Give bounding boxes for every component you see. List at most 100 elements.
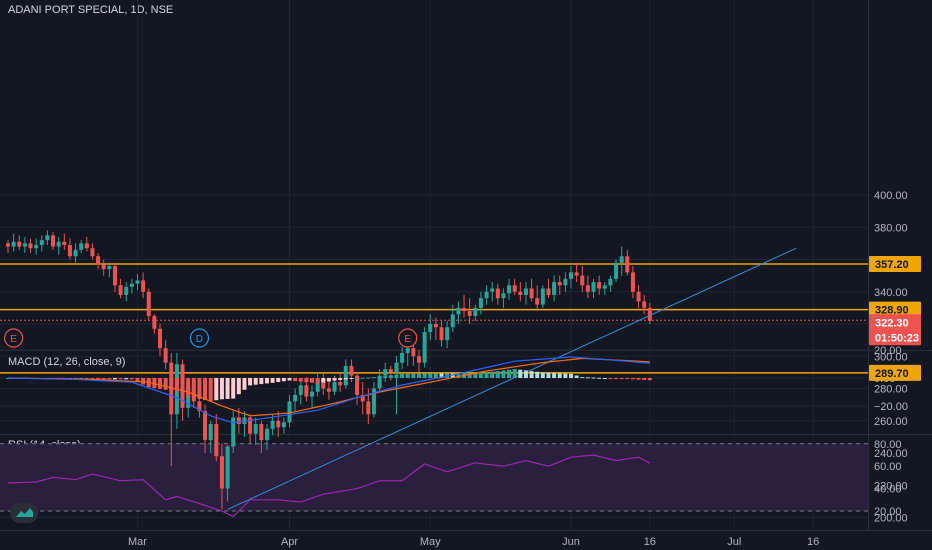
candle-body <box>647 307 652 321</box>
candle <box>473 304 478 321</box>
candle <box>259 420 264 453</box>
candle-body <box>39 240 44 245</box>
candle <box>540 285 545 308</box>
macd-histogram-bar <box>625 378 630 379</box>
event-marker[interactable]: E <box>4 328 24 348</box>
candle-body <box>484 291 489 299</box>
candle-body <box>591 282 596 292</box>
macd-histogram-bar <box>574 375 579 378</box>
macd-histogram-bar <box>614 378 619 379</box>
candle <box>343 359 348 389</box>
candle <box>597 275 602 295</box>
candle <box>197 396 202 418</box>
candle-body <box>73 249 78 257</box>
candle <box>124 282 129 302</box>
candle <box>580 265 585 292</box>
candle-body <box>332 382 337 392</box>
candle-body <box>163 348 168 363</box>
candle-body <box>11 241 16 247</box>
candle <box>478 291 483 315</box>
macd-histogram-bar <box>523 370 528 378</box>
macd-histogram-bar <box>79 378 84 379</box>
time-axis[interactable]: Mar Apr May Jun 16 Jul 16 <box>128 536 819 548</box>
candle-body <box>416 356 421 363</box>
candle-body <box>501 293 506 299</box>
tradingview-logo[interactable] <box>10 503 38 523</box>
macd-histogram-bar <box>112 378 117 380</box>
macd-histogram-bar <box>439 373 444 378</box>
event-marker-circle <box>189 328 210 348</box>
candle <box>371 382 376 418</box>
candle <box>56 236 61 255</box>
macd-histogram-bar <box>219 378 224 400</box>
macd-histogram-bar <box>360 377 365 379</box>
candle-body <box>450 314 455 328</box>
candle-body <box>264 428 269 441</box>
macd-pane-title: MACD (12, 26, close, 9) <box>8 356 126 368</box>
trendline-group[interactable] <box>227 247 797 510</box>
macd-histogram-bar <box>332 378 337 381</box>
candle-body <box>338 382 343 386</box>
candle-body <box>563 278 568 286</box>
event-marker[interactable]: E <box>398 328 418 348</box>
candle <box>84 236 89 252</box>
candle-body <box>490 288 495 292</box>
candle-body <box>304 385 309 397</box>
macd-histogram-bar <box>495 371 500 378</box>
price-axis[interactable]: 200.00220.00240.00260.00280.00300.00320.… <box>874 190 908 525</box>
macd-histogram-bar <box>597 377 602 379</box>
candle <box>394 356 399 415</box>
macd-histogram-bar <box>101 378 106 380</box>
candle-body <box>219 456 224 489</box>
candle-body <box>158 328 163 349</box>
time-axis-label: Jul <box>727 536 741 548</box>
candle <box>416 349 421 373</box>
candle-body <box>231 417 236 447</box>
macd-histogram-bar <box>467 373 472 378</box>
candle-body <box>585 285 590 292</box>
candle <box>569 265 573 289</box>
candle-body <box>529 288 534 299</box>
candle-body <box>84 243 89 249</box>
level-badge-bg <box>869 301 921 318</box>
candle-body <box>355 375 360 395</box>
candle-body <box>507 285 512 294</box>
candle <box>507 278 512 300</box>
macd-histogram-bar <box>647 378 652 381</box>
macd-histogram-bar <box>169 378 174 391</box>
candle-body <box>546 288 551 295</box>
macd-histogram-bar <box>349 378 354 379</box>
trendline[interactable] <box>227 247 797 510</box>
level-badge-bg <box>869 364 921 381</box>
candle <box>34 238 39 255</box>
candle <box>388 365 393 381</box>
candle <box>591 278 596 299</box>
candle-body <box>557 282 562 286</box>
candle <box>310 385 315 408</box>
candle-body <box>62 241 67 245</box>
candle <box>602 282 607 295</box>
macd-histogram-bar <box>163 378 168 390</box>
candle <box>630 265 635 299</box>
candle <box>293 388 298 412</box>
horizontal-levels[interactable] <box>0 263 868 374</box>
macd-histogram-bar <box>236 378 241 395</box>
candle-body <box>236 417 241 424</box>
candle <box>129 278 134 294</box>
macd-histogram-bar <box>619 378 624 379</box>
countdown-badge-bg <box>869 329 921 346</box>
time-axis-label: Apr <box>281 536 298 548</box>
candle-body <box>129 283 134 287</box>
candle <box>17 235 22 250</box>
event-marker[interactable]: D <box>189 328 210 348</box>
candle <box>107 262 112 278</box>
main-chart-title: ADANI PORT SPECIAL, 1D, NSE <box>8 4 174 16</box>
candle <box>383 362 388 383</box>
macd-histogram-bar <box>197 378 202 399</box>
time-axis-label: Jun <box>562 536 580 548</box>
candle <box>563 272 568 292</box>
candle <box>298 382 303 405</box>
price-axis-label: 20.00 <box>874 345 902 357</box>
